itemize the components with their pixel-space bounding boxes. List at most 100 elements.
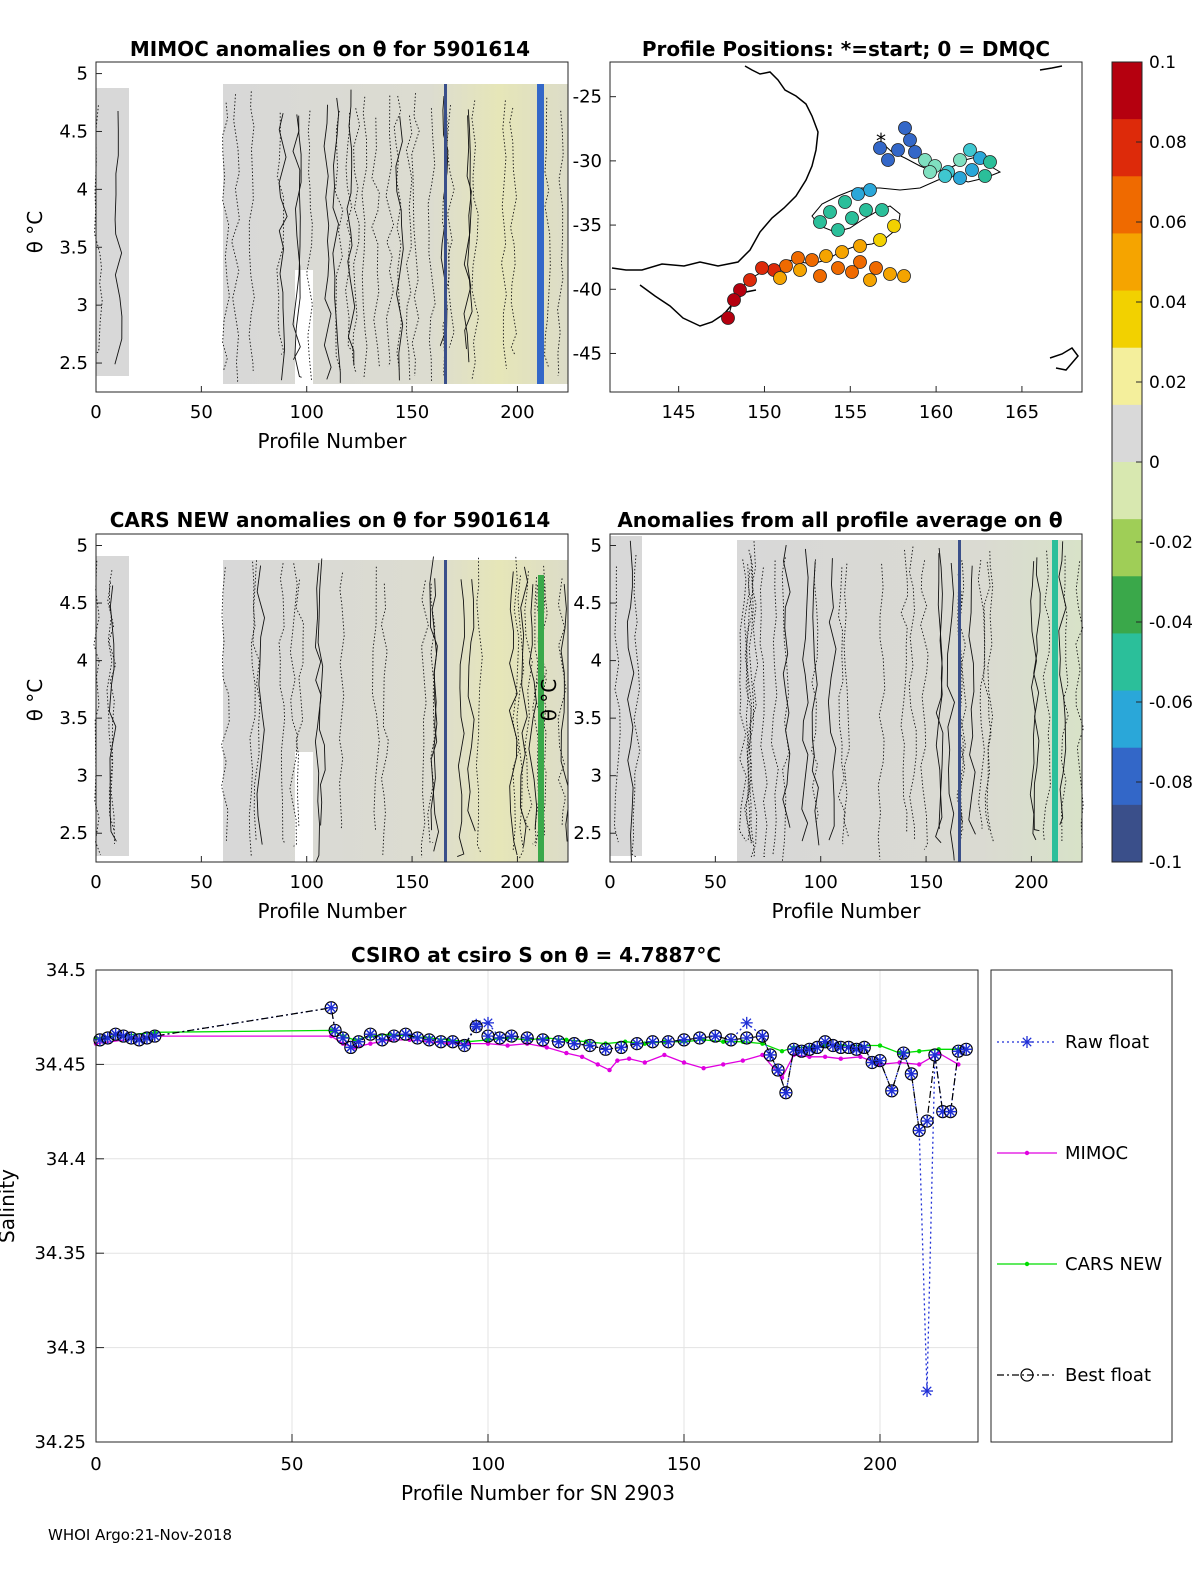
salinity-ytick-label: 34.4 [46,1149,86,1170]
contour-line [986,551,995,843]
profile-position-dot [978,169,992,183]
point-best-float-inner [423,1033,436,1046]
contour-line [512,556,520,852]
cars-axes [95,533,569,863]
coastline-nz [1039,65,1079,371]
point-best-float-inner [826,1039,839,1052]
point-best-float-inner [458,1039,471,1052]
cars-ytick-label: 2.5 [59,823,88,844]
contour-line [395,116,404,381]
colorbar-tick-label: -0.04 [1149,613,1193,633]
colorbar-tick-label: -0.1 [1149,853,1182,873]
point-mimoc [368,1041,373,1046]
colorbar-tick-label: 0.02 [1149,373,1187,393]
point-raw-float [921,1385,934,1398]
mimoc-axes [95,61,569,393]
colorbar-tick-label: 0.1 [1149,53,1176,73]
point-mimoc [407,1037,412,1043]
point-best-float-inner [646,1035,659,1048]
point-best-float-inner [364,1028,377,1041]
contour-line [738,559,747,842]
profile-position-dot [851,187,865,201]
avg-ytick-label: 2.5 [573,823,602,844]
contour-line [516,575,525,859]
contour-line [276,112,285,355]
salinity-xtick-label: 150 [667,1454,701,1475]
point-best-float-inner [960,1043,973,1056]
avg-ylabel: θ °C [537,679,561,722]
colorbar-segment [1112,347,1142,406]
contour-line [314,562,322,862]
contour-line [294,115,302,378]
contour-line [782,545,791,828]
mimoc-xlabel: Profile Number [258,429,408,453]
avg-ytick-label: 3 [591,766,602,787]
point-best-float-inner [678,1033,690,1046]
mimoc-xtick-label: 100 [290,402,324,423]
contour-line [332,97,341,383]
contour-line [346,89,356,366]
point-cars-new [623,1039,628,1044]
contour-line [946,562,955,861]
point-mimoc [822,1054,828,1060]
contour-line [317,558,326,826]
point-best-float-inner [740,1031,753,1044]
colorbar-segment [1112,690,1142,749]
profile-position-dot [963,143,977,157]
contour-line [501,100,507,369]
cars-ytick-label: 4.5 [59,593,88,614]
point-best-float-inner [787,1043,800,1056]
cars-ytick-label: 5 [77,536,88,557]
point-cars-new [936,1047,941,1052]
contour-line [463,109,473,350]
mimoc-field-block [96,88,129,376]
legend-item-mimoc: MIMOC [997,1143,1128,1164]
point-best-float-inner [568,1037,581,1050]
salinity-ytick-label: 34.45 [34,1054,86,1075]
point-best-float-inner [905,1067,918,1080]
point-mimoc [956,1062,961,1067]
contour-line [256,565,265,845]
point-mimoc [917,1062,922,1067]
legend-label: Best float [1065,1365,1151,1386]
point-best-float-inner [630,1037,643,1050]
profile-position-dot [863,183,877,197]
point-best-float-inner [583,1039,596,1052]
map-xtick-label: 155 [833,402,867,423]
contour-line [323,104,332,380]
contour-line [811,561,820,846]
mimoc-xtick-label: 150 [395,402,429,423]
point-mimoc [595,1062,600,1067]
avg-xtick-label: 0 [604,872,615,893]
salinity-axes [95,969,979,1443]
salinity-xtick-label: 100 [471,1454,505,1475]
profile-position-dot [869,261,883,275]
contour-line [746,555,756,858]
profile-position-dot [903,133,917,147]
contour-line [843,563,850,838]
mimoc-ytick-label: 4 [77,179,88,200]
point-best-float-inner [411,1031,424,1044]
cars-panel: CARS NEW anomalies on θ for 5901614 θ °C… [23,508,569,923]
mimoc-ytick-label: 2.5 [59,353,88,374]
colorbar-tick-label: 0.04 [1149,293,1187,313]
point-best-float-inner [928,1048,941,1061]
colorbar-tick-label: 0.06 [1149,213,1187,233]
profile-position-dot [755,261,769,275]
point-best-float-inner [842,1041,855,1054]
legend-item-cars-new: CARS NEW [997,1254,1162,1275]
point-best-float-inner [93,1033,106,1046]
avg-ytick-label: 4.5 [573,593,602,614]
contour-line [442,110,450,376]
legend-item-best-float: Best float [997,1365,1151,1386]
profile-position-dot [908,145,922,159]
contour-line [1075,561,1084,848]
profile-position-dot [838,195,852,209]
contour-line [614,566,621,843]
legend-label: CARS NEW [1065,1254,1162,1275]
contour-line [405,115,413,381]
colorbar-segment [1112,747,1142,806]
legend-marker [1020,1368,1034,1382]
point-best-float-inner [772,1064,785,1077]
